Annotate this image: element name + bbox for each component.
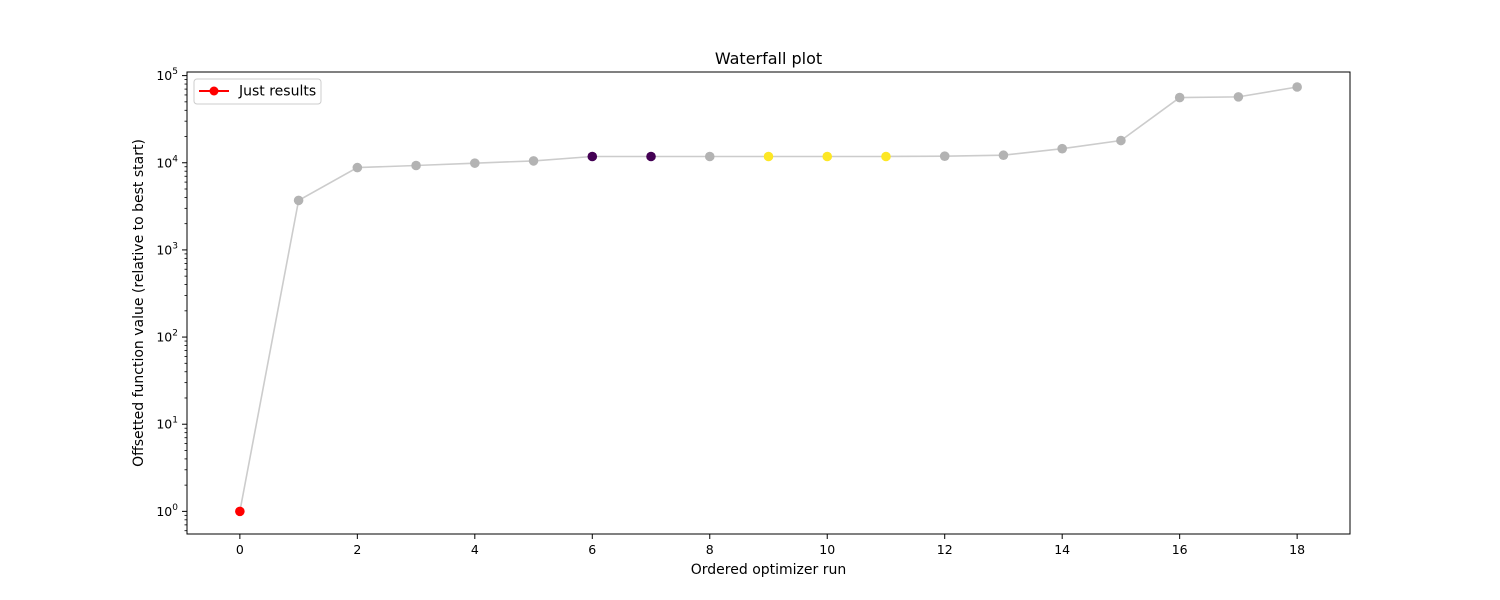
data-point (646, 151, 656, 162)
data-point (822, 151, 833, 162)
chart-title: Waterfall plot (715, 49, 822, 68)
data-point (1116, 135, 1126, 146)
x-axis-label: Ordered optimizer run (691, 562, 846, 578)
data-point (293, 195, 304, 206)
data-point (939, 151, 950, 161)
data-point (1292, 82, 1302, 92)
legend-marker-swatch (209, 86, 219, 96)
y-tick-label: 102 (156, 329, 178, 345)
x-tick-label: 18 (1289, 542, 1305, 557)
data-point (763, 151, 774, 162)
x-tick-label: 8 (706, 542, 714, 557)
y-axis-label: Offsetted function value (relative to be… (131, 139, 147, 467)
data-point (411, 160, 421, 171)
series-just-results (235, 82, 1302, 517)
data-point (1174, 92, 1185, 103)
data-point (587, 151, 598, 162)
y-tick-label: 100 (156, 503, 178, 519)
x-axis-ticks: 0 2 4 6 8 10 12 14 16 18 (236, 534, 1305, 557)
x-tick-label: 6 (588, 542, 596, 557)
y-tick-label: 103 (156, 241, 178, 257)
x-tick-label: 4 (471, 542, 479, 557)
legend-box (193, 78, 322, 105)
data-point (998, 150, 1009, 161)
y-tick-label: 101 (156, 416, 178, 432)
x-tick-label: 16 (1172, 542, 1188, 557)
series-points (235, 82, 1302, 517)
data-point (1057, 143, 1067, 154)
plot-area-frame (186, 71, 1351, 535)
y-tick-label: 105 (156, 67, 178, 83)
data-point (235, 506, 245, 517)
x-tick-label: 0 (236, 542, 244, 557)
x-tick-label: 12 (937, 542, 953, 557)
x-tick-label: 14 (1054, 542, 1070, 557)
data-point (528, 156, 539, 166)
y-axis-ticks: 100 101 102 103 104 105 (156, 67, 187, 532)
data-point (881, 151, 891, 162)
data-point (470, 158, 480, 168)
legend[interactable]: Just results (193, 78, 322, 105)
data-point (704, 151, 715, 162)
legend-label: Just results (238, 84, 316, 100)
data-point (352, 162, 363, 173)
x-tick-label: 10 (819, 542, 835, 557)
data-point (1233, 92, 1244, 102)
x-tick-label: 2 (353, 542, 361, 557)
y-tick-label: 104 (156, 154, 178, 170)
